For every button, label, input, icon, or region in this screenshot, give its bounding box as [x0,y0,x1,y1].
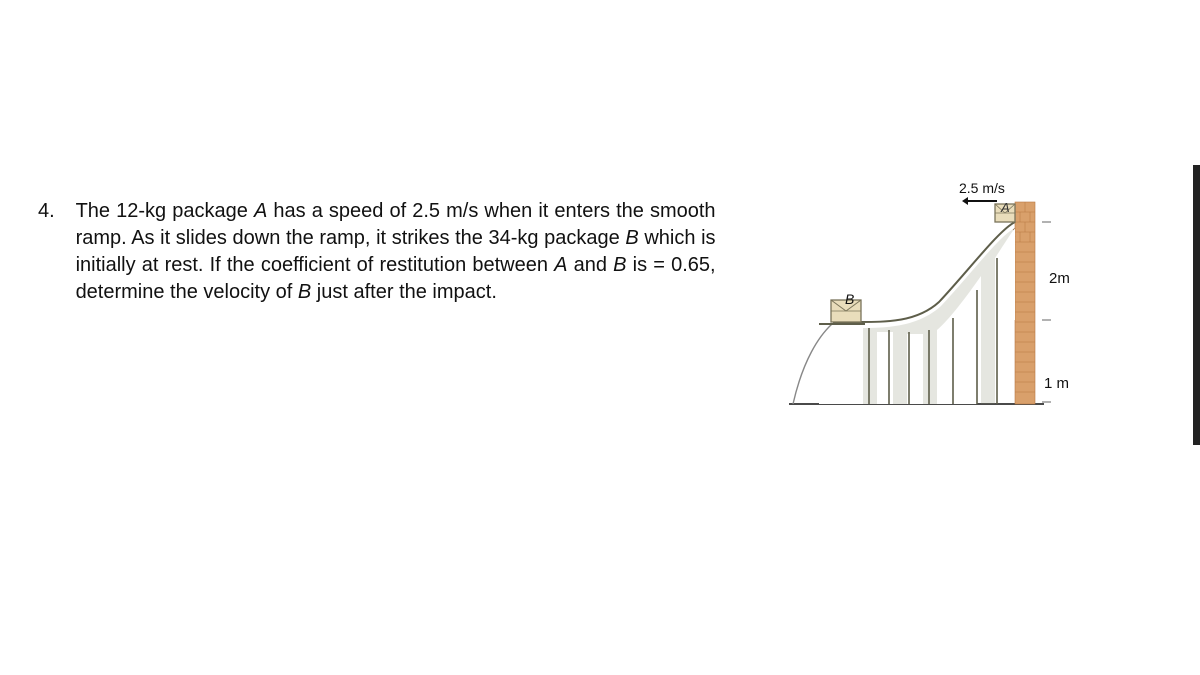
problem-block: 4. The 12-kg package A has a speed of 2.… [38,198,738,306]
velocity-label: 2.5 m/s [959,180,1005,196]
velocity-arrow-icon [967,200,997,202]
package-a-label: A [1001,200,1010,215]
package-b-label: B [845,291,854,307]
problem-number: 4. [38,198,70,225]
figure: 2.5 m/s A B 2m 1 m [789,180,1069,430]
page-scrollbar-hint [1193,165,1200,445]
figure-svg [789,180,1069,430]
dim-lower-label: 1 m [1044,375,1069,392]
dim-upper-label: 2m [1049,270,1070,287]
problem-text: The 12-kg package A has a speed of 2.5 m… [76,198,716,306]
